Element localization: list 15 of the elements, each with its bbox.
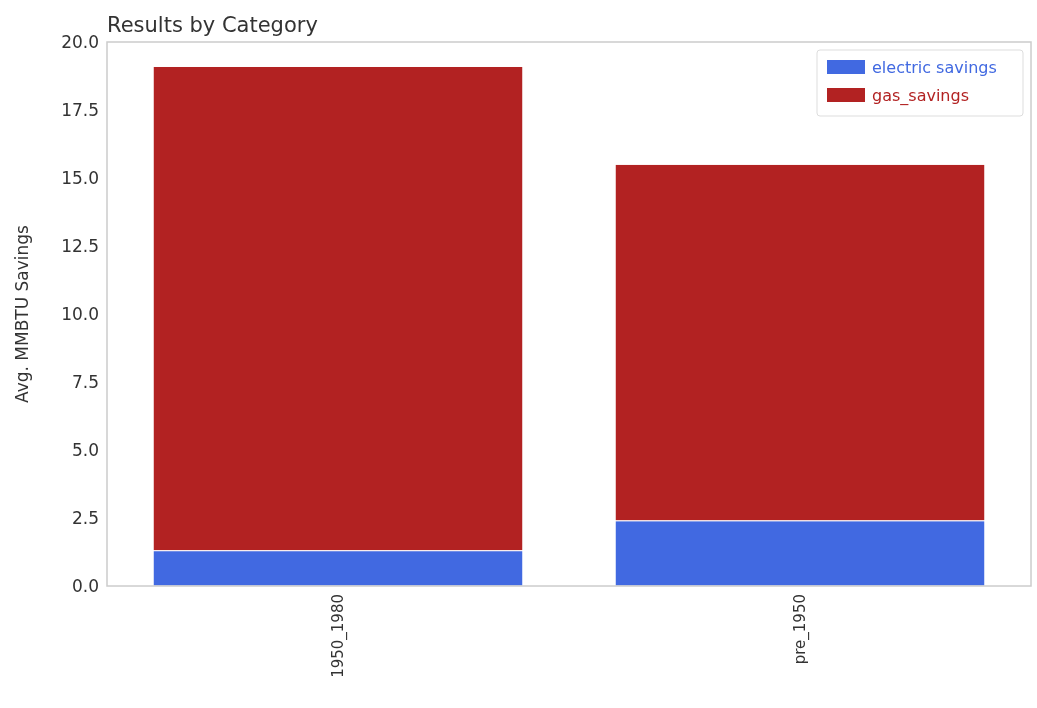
y-tick-label: 5.0: [71, 439, 99, 460]
x-tick-label: 1950_1980: [329, 594, 349, 678]
chart-title: Results by Category: [107, 13, 318, 37]
y-tick-label: 17.5: [61, 99, 99, 120]
y-tick-label: 20.0: [61, 31, 99, 52]
y-tick-label: 12.5: [61, 235, 99, 256]
y-axis-title: Avg. MMBTU Savings: [12, 224, 32, 403]
x-tick-label: pre_1950: [791, 594, 811, 665]
y-tick-label: 15.0: [61, 167, 99, 188]
y-tick-label: 0.0: [71, 575, 99, 596]
y-tick-label: 10.0: [61, 303, 99, 324]
text: gas_savings: [872, 85, 969, 106]
y-tick-label: 2.5: [71, 507, 99, 528]
legend-label: electric savings: [872, 57, 997, 77]
y-tick-label: 7.5: [71, 371, 99, 392]
